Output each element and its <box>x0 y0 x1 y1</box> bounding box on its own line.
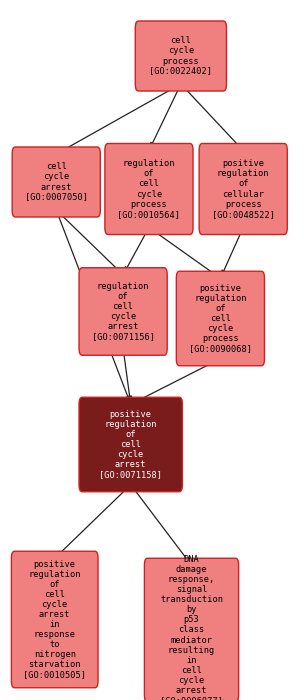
FancyBboxPatch shape <box>105 144 193 235</box>
Text: DNA
damage
response,
signal
transduction
by
p53
class
mediator
resulting
in
cell: DNA damage response, signal transduction… <box>160 555 223 700</box>
Text: positive
regulation
of
cell
cycle
arrest
in
response
to
nitrogen
starvation
[GO:: positive regulation of cell cycle arrest… <box>23 560 86 679</box>
FancyBboxPatch shape <box>176 271 264 365</box>
FancyBboxPatch shape <box>144 559 239 700</box>
Text: regulation
of
cell
cycle
arrest
[GO:0071156]: regulation of cell cycle arrest [GO:0071… <box>92 282 155 341</box>
Text: cell
cycle
process
[GO:0022402]: cell cycle process [GO:0022402] <box>149 36 212 76</box>
Text: positive
regulation
of
cellular
process
[GO:0048522]: positive regulation of cellular process … <box>212 160 275 218</box>
Text: cell
cycle
arrest
[GO:0007050]: cell cycle arrest [GO:0007050] <box>25 162 88 202</box>
FancyBboxPatch shape <box>79 267 167 355</box>
Text: positive
regulation
of
cell
cycle
arrest
[GO:0071158]: positive regulation of cell cycle arrest… <box>99 410 162 479</box>
FancyBboxPatch shape <box>135 21 226 91</box>
FancyBboxPatch shape <box>79 398 182 491</box>
FancyBboxPatch shape <box>11 552 98 687</box>
Text: positive
regulation
of
cell
cycle
process
[GO:0090068]: positive regulation of cell cycle proces… <box>189 284 252 353</box>
Text: regulation
of
cell
cycle
process
[GO:0010564]: regulation of cell cycle process [GO:001… <box>117 160 181 218</box>
FancyBboxPatch shape <box>199 144 287 235</box>
FancyBboxPatch shape <box>12 147 100 217</box>
